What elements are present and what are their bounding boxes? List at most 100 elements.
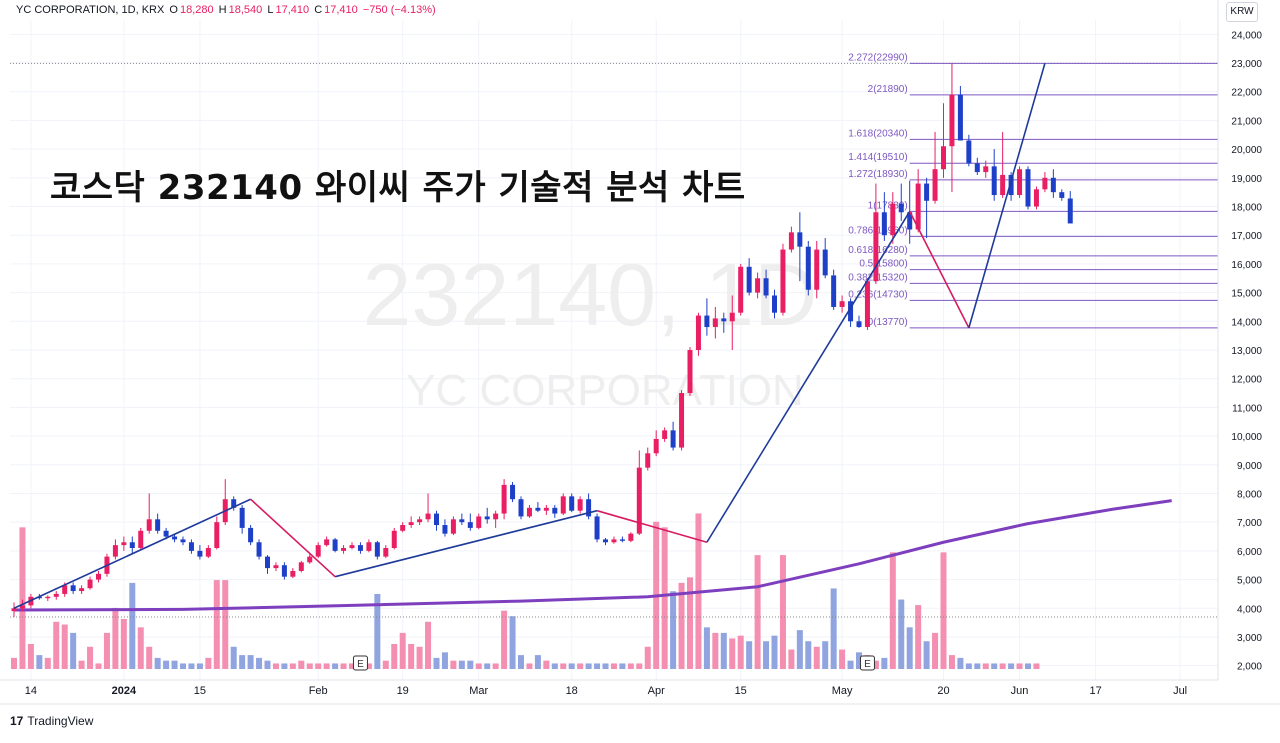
- candle-body: [619, 539, 625, 541]
- x-tick-label: 17: [1089, 685, 1101, 697]
- candle-body: [1050, 177, 1056, 193]
- volume-bar: [1033, 663, 1040, 669]
- candle-body: [493, 513, 499, 520]
- volume-bar: [526, 663, 533, 669]
- y-tick-label: 17,000: [1231, 231, 1262, 242]
- x-tick-label: 18: [566, 685, 578, 697]
- y-tick-label: 14,000: [1231, 317, 1262, 328]
- candle-body: [341, 548, 347, 551]
- candle-body: [332, 539, 338, 551]
- earnings-marker: [859, 655, 875, 671]
- fib-level-label: 1.414(19510): [848, 152, 908, 163]
- candle-body: [19, 605, 25, 609]
- candle-body: [839, 301, 845, 307]
- volume-bar: [281, 663, 288, 669]
- volume-bar: [839, 649, 846, 669]
- candle-body: [721, 318, 727, 322]
- candle-body: [408, 522, 414, 526]
- candle-body: [400, 525, 406, 531]
- candle-body: [805, 246, 811, 290]
- x-tick-label: Feb: [309, 685, 328, 697]
- volume-bar: [991, 663, 998, 669]
- volume-bar: [644, 646, 651, 669]
- y-tick-label: 21,000: [1231, 116, 1262, 127]
- candle-body: [36, 596, 42, 599]
- volume-bar: [501, 610, 508, 669]
- candle-body: [907, 212, 913, 230]
- y-tick-label: 13,000: [1231, 346, 1262, 357]
- candle-body: [1067, 198, 1073, 224]
- volume-bar: [881, 657, 888, 669]
- volume-bar: [408, 644, 415, 669]
- volume-bar: [475, 663, 482, 669]
- high-label: H: [218, 4, 227, 16]
- candle-body: [560, 496, 566, 514]
- candle-body: [307, 556, 313, 563]
- volume-bar: [585, 663, 592, 669]
- candle-body: [848, 301, 854, 322]
- volume-bar: [391, 644, 398, 669]
- candle-body: [526, 507, 532, 517]
- y-tick-label: 4,000: [1237, 604, 1262, 615]
- currency-button[interactable]: KRW: [1226, 2, 1258, 22]
- volume-bar: [923, 641, 930, 669]
- volume-bar: [948, 655, 955, 669]
- volume-bar: [737, 635, 744, 669]
- volume-bar: [332, 663, 339, 669]
- candle-body: [586, 499, 592, 517]
- moving-average-line: [13, 499, 1172, 612]
- candle-body: [924, 183, 930, 201]
- volume-bar: [661, 527, 668, 669]
- candle-body: [772, 295, 777, 313]
- candle-body: [459, 519, 465, 523]
- volume-bar: [306, 663, 313, 669]
- candle-body: [535, 507, 541, 511]
- volume-bar: [298, 660, 305, 669]
- candle-body: [155, 519, 161, 531]
- candle-body: [755, 278, 761, 293]
- x-tick-label: May: [832, 685, 853, 697]
- x-tick-label: Apr: [648, 685, 665, 697]
- volume-bar: [323, 663, 330, 669]
- candle-body: [831, 275, 837, 307]
- volume-bar: [374, 594, 381, 669]
- volume-bar: [247, 655, 254, 669]
- candle-body: [552, 507, 558, 514]
- candle-body: [231, 499, 237, 508]
- y-tick-label: 24,000: [1231, 30, 1262, 41]
- candle-body: [662, 430, 668, 439]
- earnings-marker: [352, 655, 368, 671]
- candle-body: [180, 539, 186, 543]
- volume-bar: [272, 663, 279, 669]
- candle-body: [45, 596, 51, 599]
- candle-body: [205, 548, 211, 557]
- watermark-company: YC CORPORATION: [406, 366, 804, 415]
- volume-bar: [382, 660, 389, 669]
- candle-body: [273, 565, 279, 569]
- volume-bar: [712, 632, 719, 669]
- volume-bar: [703, 627, 710, 669]
- volume-bar: [754, 555, 761, 669]
- tradingview-logo: 17 TradingView: [10, 714, 93, 728]
- y-tick-label: 15,000: [1231, 289, 1262, 300]
- volume-bar: [636, 663, 643, 669]
- volume-bar: [932, 632, 939, 669]
- volume-bar: [213, 580, 220, 669]
- y-tick-label: 6,000: [1237, 547, 1262, 558]
- volume-bar: [441, 652, 448, 669]
- x-tick-label: 14: [25, 685, 37, 697]
- volume-bar: [137, 627, 144, 669]
- candle-body: [79, 588, 85, 592]
- candle-body: [467, 522, 473, 528]
- volume-bar: [120, 619, 127, 669]
- volume-bar: [154, 657, 161, 669]
- candle-body: [87, 579, 93, 589]
- candle-body: [129, 542, 135, 548]
- open-value: 18,280: [179, 4, 214, 16]
- volume-bar: [518, 655, 524, 669]
- volume-bar: [720, 632, 727, 669]
- candle-body: [239, 507, 245, 528]
- volume-bar: [830, 588, 837, 669]
